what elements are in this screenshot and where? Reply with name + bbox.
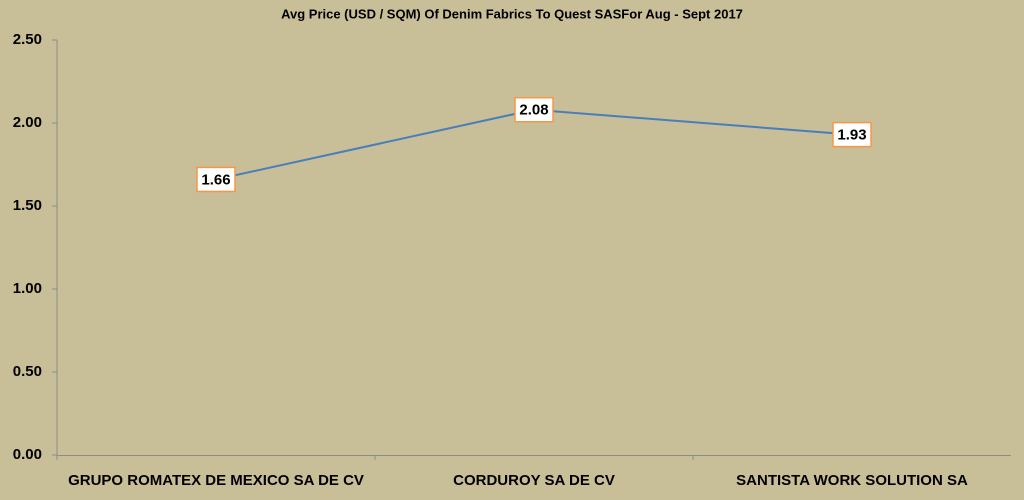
y-tick-label: 2.00 [13, 114, 42, 131]
y-tick-label: 0.00 [13, 446, 42, 463]
y-tick-label: 1.50 [13, 197, 42, 214]
data-label: 1.66 [201, 171, 230, 188]
data-label-box [196, 166, 236, 193]
chart-title: Avg Price (USD / SQM) Of Denim Fabrics T… [281, 6, 743, 21]
data-label-box [832, 121, 872, 148]
data-label: 2.08 [519, 102, 548, 119]
data-label: 1.93 [837, 127, 866, 144]
x-tick-label: GRUPO ROMATEX DE MEXICO SA DE CV [68, 472, 364, 489]
y-tick-label: 0.50 [13, 363, 42, 380]
x-tick-label: CORDUROY SA DE CV [453, 472, 615, 489]
y-tick-label: 2.50 [13, 31, 42, 48]
x-tick-label: SANTISTA WORK SOLUTION SA [736, 472, 968, 489]
y-tick-label: 1.00 [13, 280, 42, 297]
data-label-box [514, 96, 554, 123]
